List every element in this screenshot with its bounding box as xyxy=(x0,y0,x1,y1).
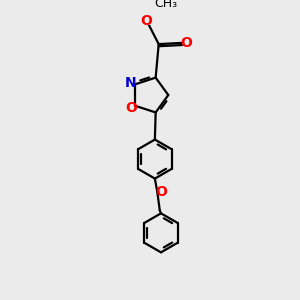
Text: O: O xyxy=(141,14,152,28)
Text: O: O xyxy=(156,185,167,199)
Text: N: N xyxy=(125,76,137,90)
Text: O: O xyxy=(126,100,137,115)
Text: O: O xyxy=(180,36,192,50)
Text: CH₃: CH₃ xyxy=(154,0,178,11)
